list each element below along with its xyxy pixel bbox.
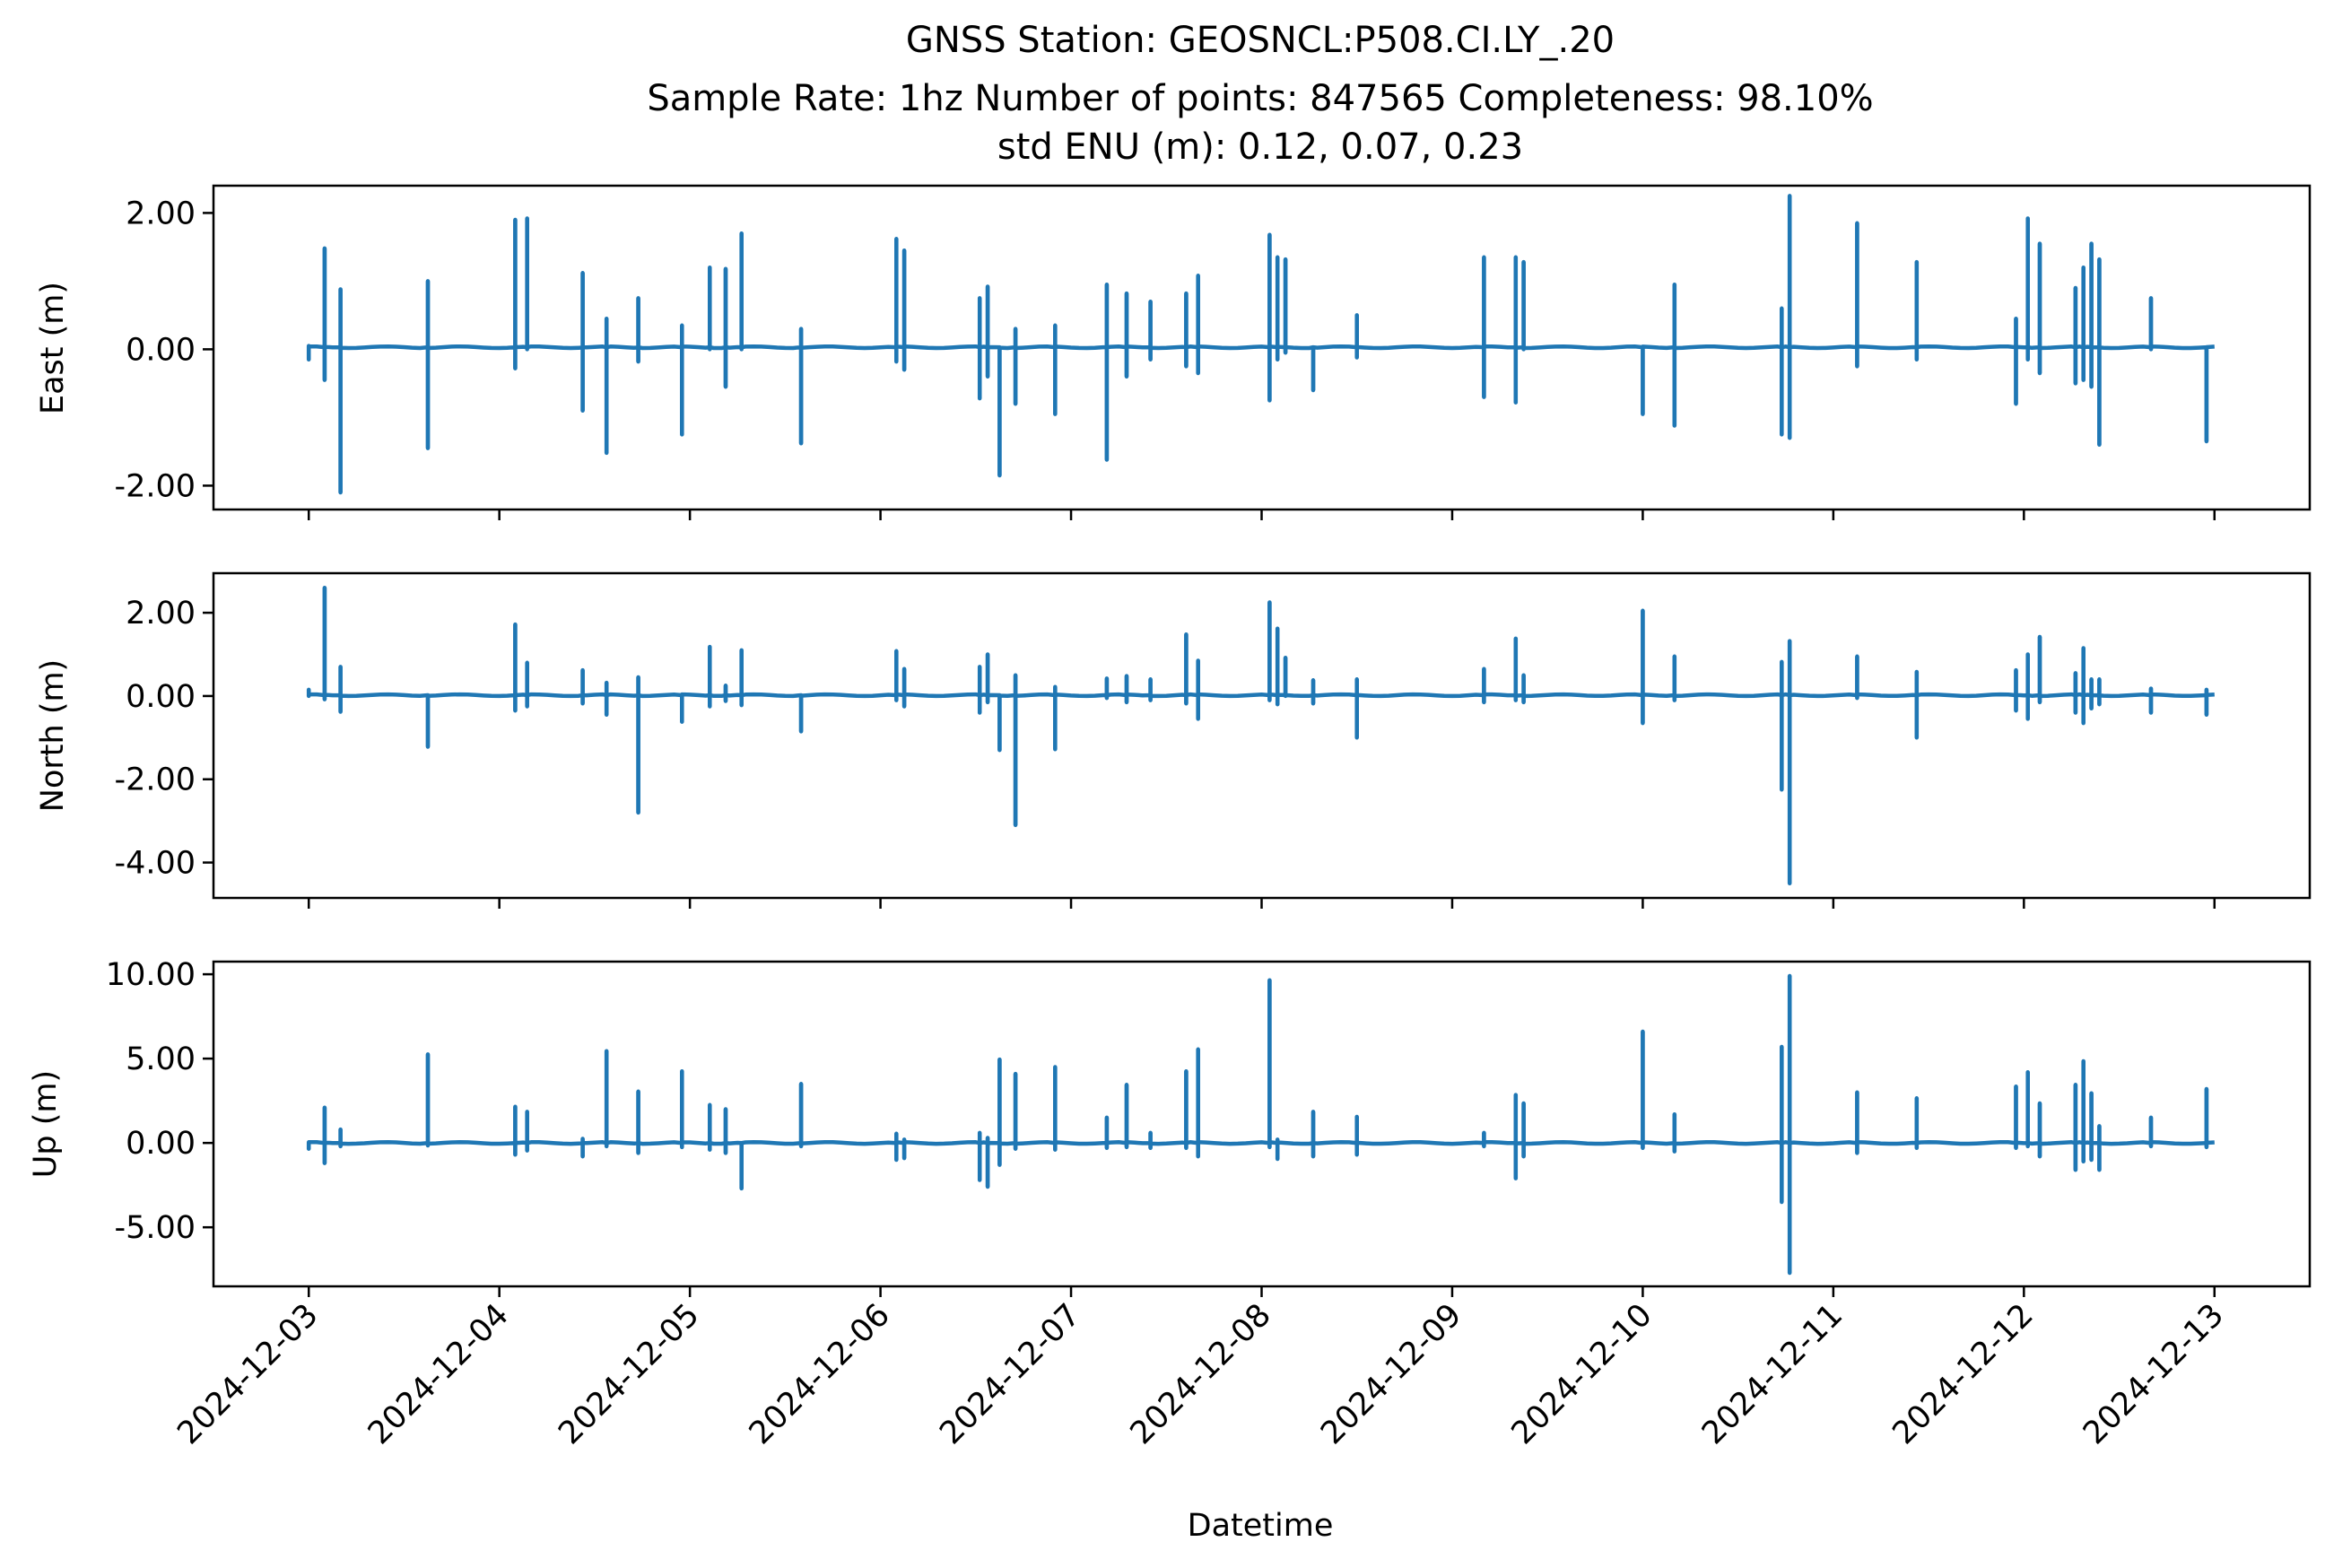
north-ytick-label: -4.00 [114,846,196,882]
east-ytick-label: -2.00 [114,468,196,504]
up-ylabel: Up (m) [28,1070,64,1178]
up-ytick-label: 0.00 [126,1126,196,1162]
up-series-line [306,973,2215,1276]
title-line-2: Sample Rate: 1hz Number of points: 84756… [647,78,1873,119]
north-subplot: -4.00 -2.00 0.00 2.00 North (m) [35,571,2312,909]
north-ylabel: North (m) [35,659,71,812]
x-axis-label: Datetime [1188,1508,1334,1544]
east-series-line [306,194,2215,495]
up-ytick-label: -5.00 [114,1210,196,1246]
north-ytick-label: -2.00 [114,762,196,798]
up-ytick-label: 5.00 [126,1041,196,1077]
up-ytick-label: 10.00 [106,957,196,993]
north-ytick-label: 0.00 [126,679,196,715]
up-axes-frame [212,960,2312,1288]
east-ytick-label: 2.00 [126,196,196,231]
north-ytick-label: 2.00 [126,596,196,632]
title-line-3: std ENU (m): 0.12, 0.07, 0.23 [997,126,1523,168]
north-axes-frame [212,571,2312,900]
east-subplot: -2.00 0.00 2.00 East (m) [35,184,2312,520]
north-ticks: -4.00 -2.00 0.00 2.00 [114,596,2216,909]
north-series-line [306,585,2215,886]
east-ticks: -2.00 0.00 2.00 [114,196,2216,520]
title-line-1: GNSS Station: GEOSNCL:P508.CI.LY_.20 [906,20,1615,61]
east-ytick-label: 0.00 [126,332,196,368]
east-ylabel: East (m) [35,282,71,414]
east-axes-frame [212,184,2312,511]
